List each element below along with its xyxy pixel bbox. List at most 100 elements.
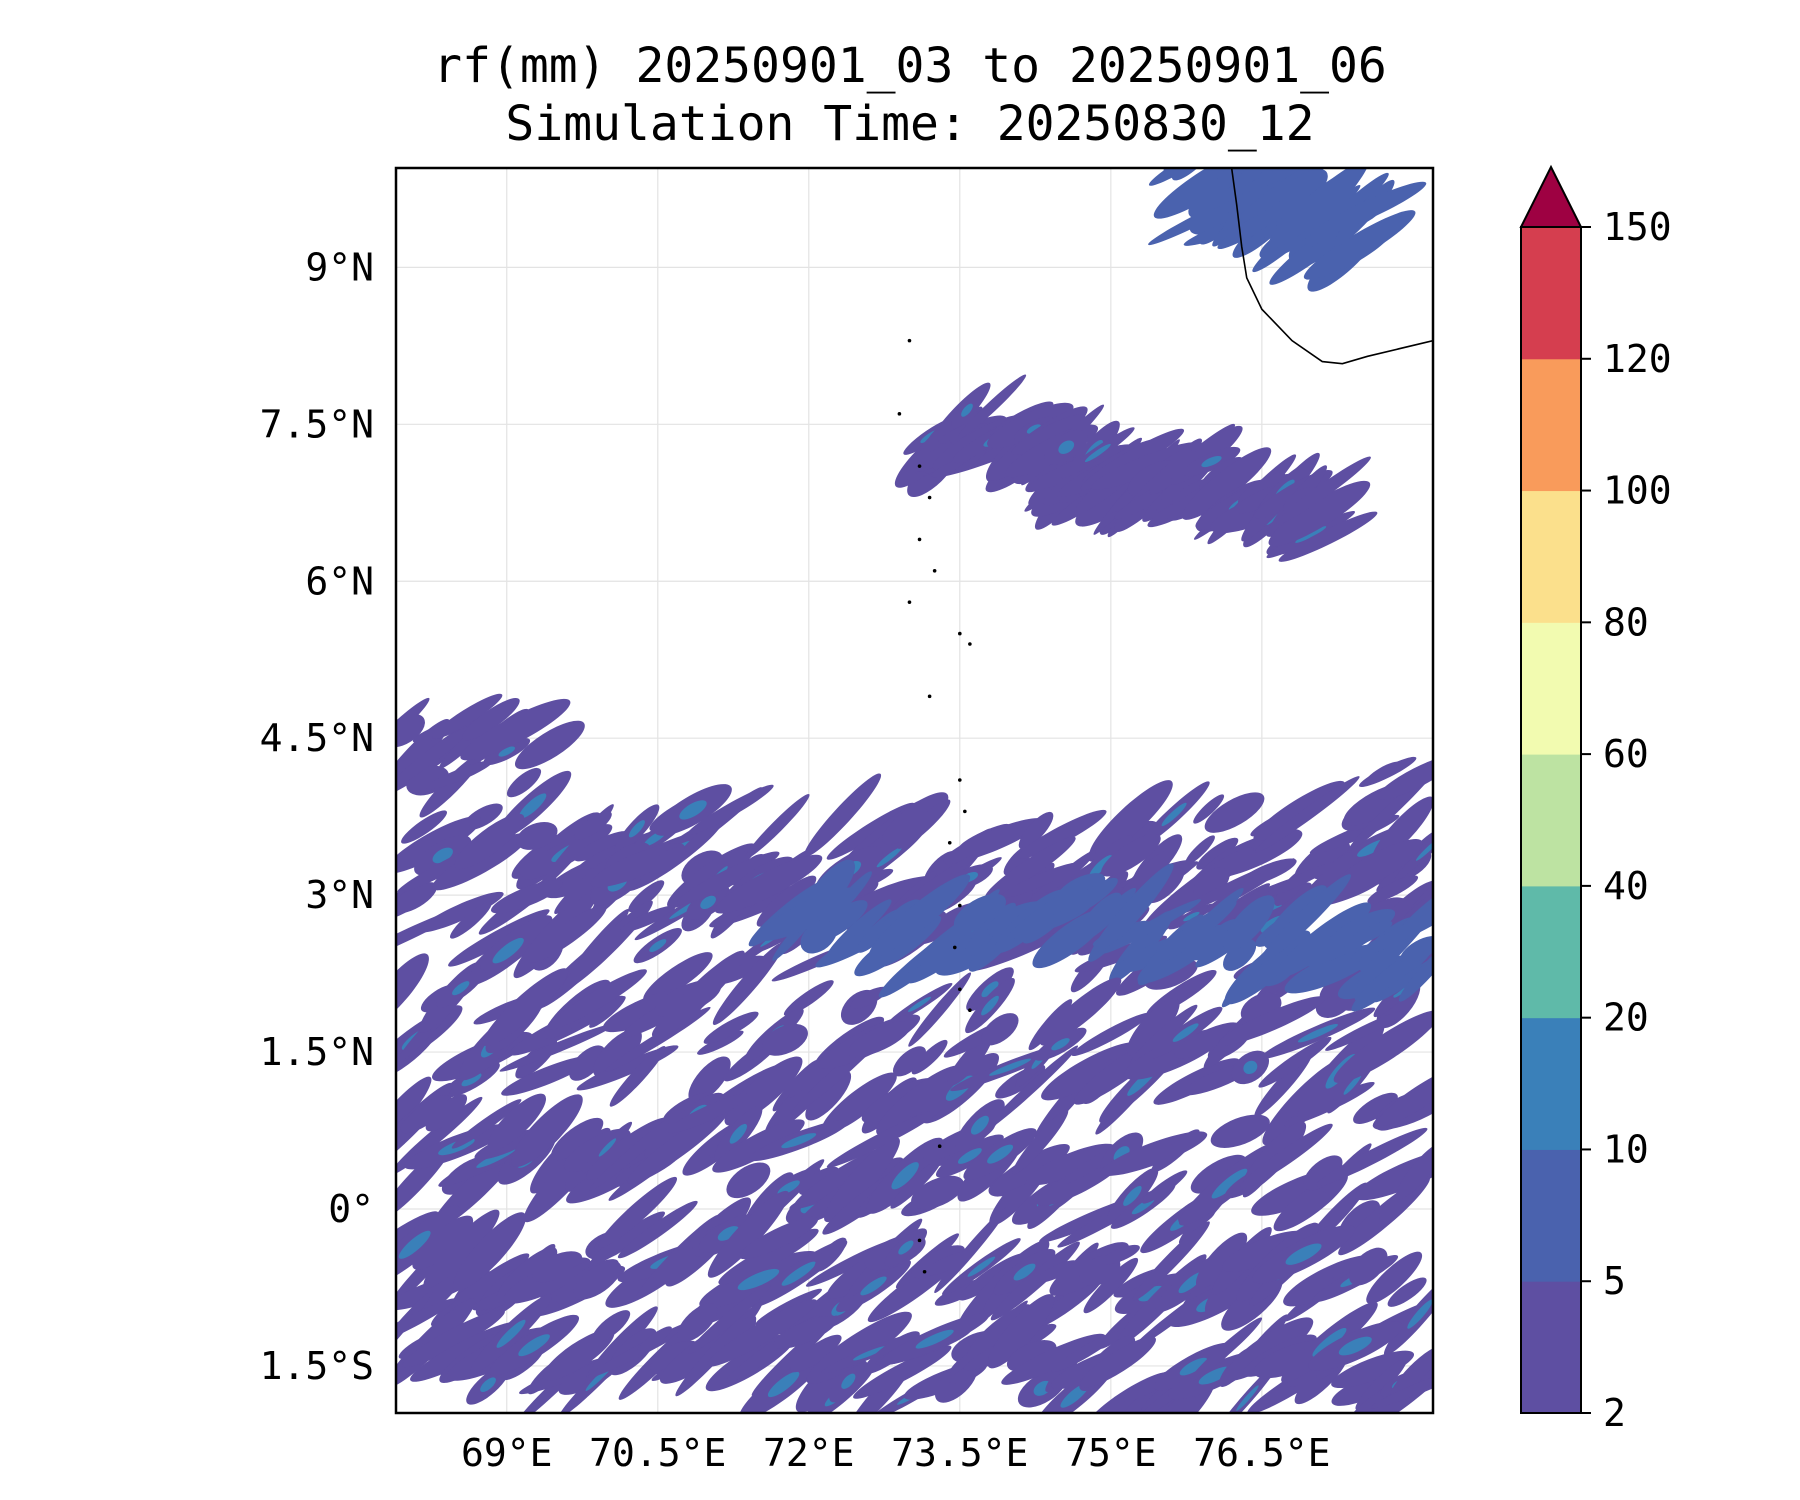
- rain-cell-1-0-4: [396, 816, 482, 874]
- rain-cell-5-0-7: [423, 1209, 500, 1289]
- rain-cell-3-6-10: [1333, 1010, 1433, 1083]
- rain-cell-4-5-12: [1210, 1114, 1270, 1148]
- rain-cell-2-2-3: [1079, 892, 1122, 937]
- india-coastline: [1230, 168, 1433, 365]
- colorbar-label-8: 120: [1603, 337, 1672, 381]
- rain-cell-2-4-12: [1400, 936, 1433, 964]
- rain-cell-5-5-0: [1083, 1257, 1139, 1314]
- rain-cell-7-1-7: [1237, 168, 1327, 194]
- rain-cell-5-1-13: [617, 1200, 698, 1259]
- x-tick-label-2: 72°E: [763, 1431, 855, 1475]
- rain-cell-8-4-1: [1090, 442, 1200, 490]
- x-tick-label-1: 70.5°E: [589, 1431, 726, 1475]
- rain-cell-1-6-8: [1265, 862, 1337, 897]
- rain-cell-3-4-5: [982, 1045, 1079, 1133]
- rain-cell-3-1-9: [609, 1046, 666, 1107]
- rain-core-3-4-3: [989, 1058, 1032, 1076]
- rain-cell-6-1-9: [636, 1326, 672, 1355]
- colorbar-segment-0: [1521, 1281, 1581, 1414]
- rain-cell-5-5-12: [1204, 1259, 1259, 1316]
- rain-cell-0-0-5: [396, 714, 486, 792]
- rain-cell-1-1-0: [490, 880, 563, 914]
- rain-cell-2-2-8: [1101, 899, 1201, 954]
- rain-cell-6-0-5: [402, 1309, 505, 1368]
- rain-cell-0-6-0: [1089, 780, 1173, 860]
- colorbar-label-0: 2: [1603, 1391, 1626, 1435]
- rain-cell-6-5-6: [1189, 1317, 1263, 1382]
- rain-core-0-4-0: [876, 847, 902, 868]
- rain-core-6-2-7: [767, 1371, 800, 1398]
- rain-cell-0-8-8: [1371, 796, 1433, 863]
- rain-cell-2-2-2: [1063, 877, 1118, 917]
- rain-cell-5-5-1: [1101, 1244, 1140, 1265]
- rain-cell-3-3-10: [908, 972, 972, 1047]
- rain-core-4-3-8: [891, 1162, 919, 1190]
- rain-core-3-4-8: [1051, 1038, 1070, 1051]
- island-13: [958, 903, 962, 908]
- rain-core-1-5-1: [1089, 855, 1113, 878]
- colorbar-label-4: 40: [1603, 864, 1649, 908]
- rain-cell-1-1-6: [554, 852, 621, 915]
- rain-core-4-4-1: [970, 1115, 989, 1135]
- rain-cell-2-0-13: [868, 874, 971, 958]
- rain-cell-1-2-1: [643, 952, 713, 1003]
- rain-cell-8-5-5: [1181, 447, 1272, 520]
- rain-cell-1-2-8: [712, 942, 784, 1025]
- colorbar-label-3: 20: [1603, 996, 1649, 1040]
- rain-cell-3-1-0: [501, 1055, 593, 1096]
- rain-cell-1-2-0: [650, 846, 686, 874]
- rain-cell-4-0-12: [487, 1093, 547, 1151]
- rain-cell-5-5-6: [1132, 1221, 1210, 1301]
- rain-core-1-0-5: [432, 847, 453, 864]
- rain-cell-2-3-3: [1222, 939, 1257, 971]
- rain-cell-3-6-8: [1325, 1011, 1403, 1051]
- rain-cell-8-2-5: [1011, 414, 1086, 456]
- colorbar-label-5: 60: [1603, 732, 1649, 776]
- rain-cell-0-4-4: [897, 799, 951, 849]
- rain-cell-1-0-8: [450, 901, 492, 939]
- rain-cell-5-0-1: [396, 1211, 439, 1254]
- rain-cell-0-3-3: [756, 875, 817, 927]
- rain-cell-0-3-2: [744, 793, 810, 860]
- rain-cell-6-4-1: [987, 1294, 1055, 1369]
- rain-cell-1-6-0: [1176, 859, 1287, 915]
- rain-cell-6-4-10: [1080, 1336, 1156, 1388]
- rain-cell-6-3-4: [853, 1345, 952, 1399]
- rain-cell-3-2-13: [805, 1070, 852, 1121]
- rain-cell-2-0-4: [802, 859, 856, 920]
- colorbar-label-1: 5: [1603, 1259, 1626, 1303]
- rain-cell-8-6-11: [1268, 480, 1371, 547]
- rain-cell-1-3-6: [850, 986, 888, 1009]
- rain-cell-4-6-13: [1396, 1141, 1433, 1200]
- colorbar-label-9: 150: [1603, 205, 1672, 249]
- rain-cell-6-1-6: [585, 1306, 658, 1381]
- rain-cell-4-2-7: [726, 1162, 771, 1199]
- rain-cell-5-2-10: [718, 1228, 819, 1285]
- rain-cell-5-1-11: [598, 1176, 678, 1248]
- rain-cell-3-0-0: [396, 953, 429, 1028]
- rain-cell-5-1-10: [590, 1211, 665, 1265]
- rain-cell-2-4-4: [1344, 921, 1393, 948]
- rain-cell-0-6-12: [1204, 792, 1265, 833]
- island-9: [927, 694, 932, 699]
- rain-cell-6-4-2: [1006, 1340, 1057, 1372]
- rain-cell-3-3-4: [847, 1021, 911, 1058]
- rain-core-6-6-2: [1312, 1327, 1347, 1357]
- rain-cell-3-5-4: [1130, 1004, 1198, 1064]
- y-tick-label-1: 7.5°N: [260, 402, 374, 446]
- colorbar-extend-arrow: [1519, 164, 1583, 228]
- rain-cell-3-2-4: [703, 1011, 759, 1044]
- rain-cell-4-2-8: [712, 1119, 805, 1173]
- rain-cell-1-0-11: [448, 909, 550, 967]
- rain-cell-3-3-13: [947, 1034, 992, 1086]
- rain-cell-2-4-11: [1374, 948, 1433, 1003]
- rain-cell-5-1-3: [532, 1251, 583, 1283]
- rain-cell-0-8-5: [1359, 756, 1417, 787]
- rain-cell-4-6-9: [1316, 1127, 1428, 1187]
- rain-cell-0-5-3: [1018, 811, 1054, 850]
- rain-cell-4-1-4: [551, 1117, 604, 1161]
- colorbar: 2 5 10 20 40 60 80 100 120 150: [1519, 164, 1672, 1435]
- colorbar-frame: [1520, 226, 1582, 1414]
- rain-cell-3-2-7: [724, 1056, 803, 1126]
- rain-core-5-2-6: [717, 1226, 739, 1241]
